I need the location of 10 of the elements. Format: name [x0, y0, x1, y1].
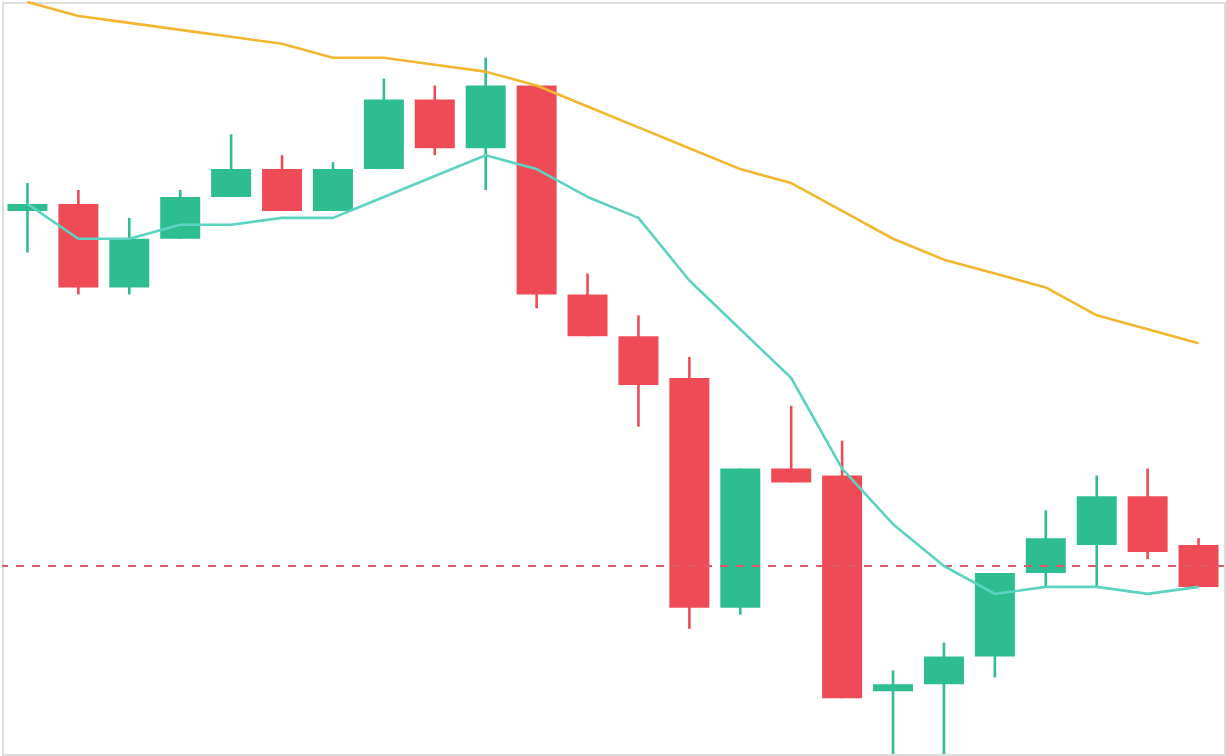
candlestick: [1178, 536, 1219, 589]
candlestick: [873, 669, 914, 756]
candlestick: [211, 133, 252, 199]
candlestick: [312, 160, 353, 213]
candlestick: [923, 641, 964, 756]
candlestick: [262, 153, 303, 213]
candlestick: [1025, 509, 1066, 589]
candlestick: [160, 188, 201, 241]
candlestick: [567, 272, 608, 338]
candlestick: [771, 404, 812, 484]
